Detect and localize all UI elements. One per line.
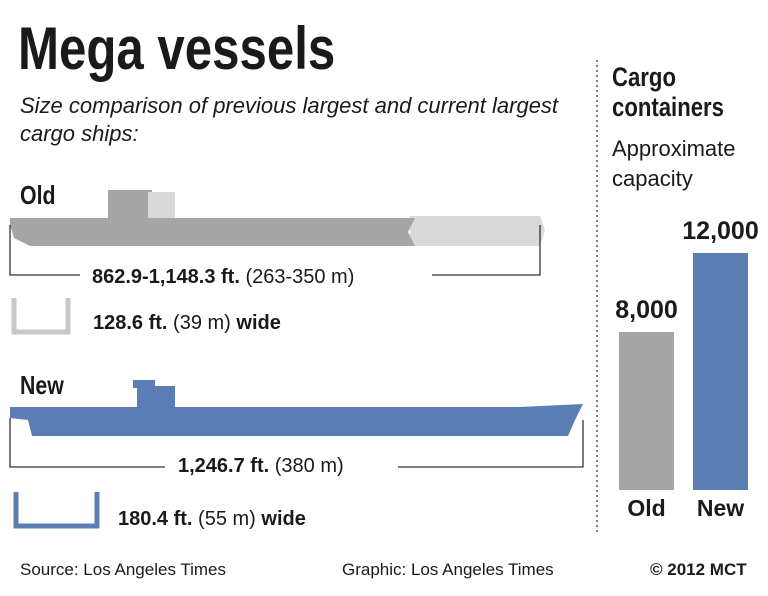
width-mid: (39 m) <box>173 312 231 334</box>
ship-label: New <box>20 370 73 401</box>
ship-label-text: Old <box>20 180 56 210</box>
length-bold: 1,246.7 ft. <box>178 455 270 477</box>
title-text: Mega vessels <box>18 15 336 82</box>
length-rest: (263-350 m) <box>245 266 355 288</box>
chart-title-text: Cargo containers <box>612 62 724 122</box>
copyright: © 2012 MCT <box>650 560 747 579</box>
category-label: New <box>696 495 745 521</box>
category-label: Old <box>627 495 666 521</box>
value-label: 12,000 <box>682 217 759 245</box>
width-end: wide <box>261 508 306 530</box>
length-rest: (380 m) <box>274 455 344 477</box>
ship-label-text: New <box>20 370 64 400</box>
width-label: 180.4 ft. (55 m) wide <box>118 508 306 531</box>
value-label: 8,000 <box>615 296 678 324</box>
chart-title: Cargo containers <box>612 62 762 122</box>
ship-label: Old <box>20 180 63 211</box>
title: Mega vessels <box>18 14 405 83</box>
width-label: 128.6 ft. (39 m) wide <box>93 312 281 335</box>
bar <box>693 253 748 490</box>
length-label: 1,246.7 ft. (380 m) <box>172 455 350 478</box>
width-bold: 128.6 ft. <box>93 312 168 334</box>
chart-subtitle: Approximate capacity <box>612 136 736 191</box>
bar <box>619 332 674 490</box>
source: Source: Los Angeles Times <box>20 560 227 579</box>
width-bold: 180.4 ft. <box>118 508 193 530</box>
width-end: wide <box>236 312 281 334</box>
bar-chart: 8,000 Old 12,000 New <box>600 0 768 530</box>
subtitle: Size comparison of previous largest and … <box>20 93 559 146</box>
width-mid: (55 m) <box>198 508 256 530</box>
credit: Graphic: Los Angeles Times <box>342 560 554 579</box>
length-label: 862.9-1,148.3 ft. (263-350 m) <box>86 266 361 289</box>
length-bold: 862.9-1,148.3 ft. <box>92 266 240 288</box>
